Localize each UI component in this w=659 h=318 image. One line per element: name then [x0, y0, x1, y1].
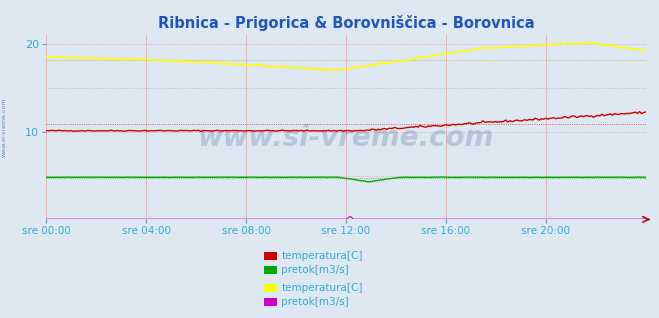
Title: Ribnica - Prigorica & Borovniščica - Borovnica: Ribnica - Prigorica & Borovniščica - Bor… — [158, 15, 534, 31]
Text: temperatura[C]: temperatura[C] — [281, 283, 363, 293]
Text: temperatura[C]: temperatura[C] — [281, 251, 363, 261]
Text: www.si-vreme.com: www.si-vreme.com — [198, 124, 494, 152]
Text: pretok[m3/s]: pretok[m3/s] — [281, 265, 349, 275]
Text: pretok[m3/s]: pretok[m3/s] — [281, 297, 349, 307]
Text: www.si-vreme.com: www.si-vreme.com — [2, 97, 7, 157]
